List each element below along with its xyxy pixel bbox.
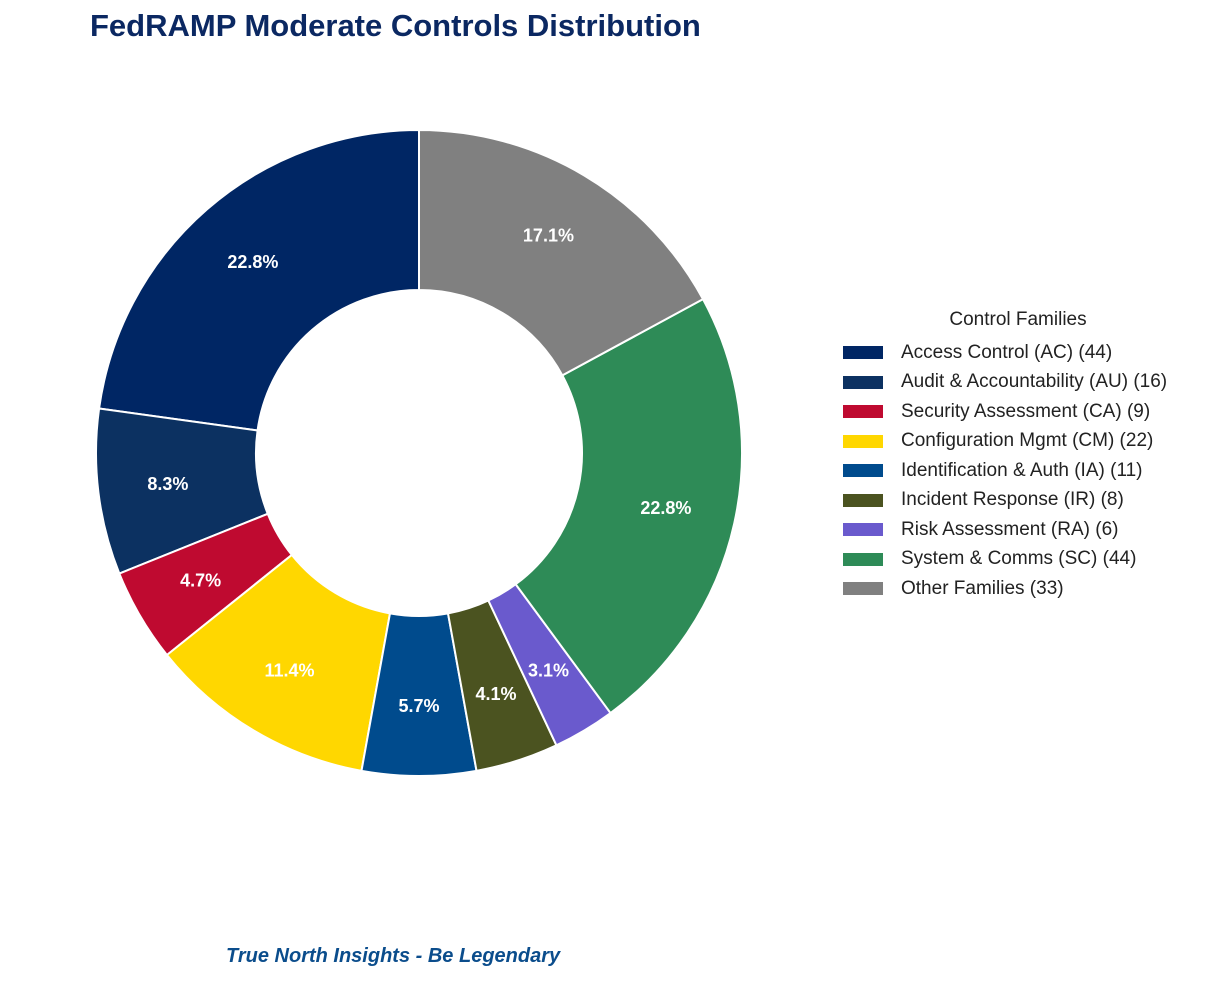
slice-percent-label: 4.7%	[180, 571, 221, 591]
donut-slice	[514, 297, 743, 715]
slice-percent-label: 5.7%	[398, 696, 439, 716]
donut-slice	[165, 553, 392, 772]
legend-label: Other Families (33)	[901, 577, 1064, 599]
legend-label: Identification & Auth (IA) (11)	[901, 459, 1143, 481]
legend-items: Access Control (AC) (44) Audit & Accounta…	[843, 338, 1213, 604]
legend-label: Access Control (AC) (44)	[901, 341, 1113, 363]
legend-item: Configuration Mgmt (CM) (22)	[843, 427, 1213, 457]
legend-label: Risk Assessment (RA) (6)	[901, 518, 1119, 540]
footer-tagline: True North Insights - Be Legendary	[226, 945, 561, 967]
legend-label: Incident Response (IR) (8)	[901, 489, 1124, 511]
legend-title: Control Families	[949, 309, 1087, 330]
legend-swatch	[843, 405, 883, 419]
slice-percent-label: 11.4%	[265, 660, 315, 680]
slice-percent-label: 4.1%	[475, 684, 516, 704]
donut-slice	[418, 128, 705, 377]
legend-swatch	[843, 434, 883, 448]
legend-label: Security Assessment (CA) (9)	[901, 400, 1151, 422]
legend-swatch	[843, 346, 883, 360]
legend-item: Incident Response (IR) (8)	[843, 486, 1213, 516]
legend-swatch	[843, 552, 883, 566]
donut-chart: 22.8% 8.3% 4.7% 11.4% 5.7% 4.1% 3.1% 22.8% 17.1%	[95, 128, 743, 777]
slice-percent-label: 17.1%	[523, 226, 574, 246]
legend-swatch	[843, 523, 883, 537]
legend-item: Access Control (AC) (44)	[843, 338, 1213, 368]
legend-swatch	[843, 582, 883, 596]
legend-item: Other Families (33)	[843, 574, 1213, 604]
legend-item: System & Comms (SC) (44)	[843, 545, 1213, 575]
slice-percent-label: 22.8%	[227, 252, 278, 272]
donut-slice	[97, 128, 420, 432]
slice-percent-label: 3.1%	[528, 660, 569, 680]
legend-label: System & Comms (SC) (44)	[901, 548, 1137, 570]
slice-percent-label: 22.8%	[640, 498, 691, 518]
legend-item: Audit & Accountability (AU) (16)	[843, 368, 1213, 398]
legend-swatch	[843, 464, 883, 478]
legend-item: Security Assessment (CA) (9)	[843, 397, 1213, 427]
legend-swatch	[843, 493, 883, 507]
legend-label: Configuration Mgmt (CM) (22)	[901, 430, 1154, 452]
legend-swatch	[843, 375, 883, 389]
legend: Control Families Access Control (AC) (44…	[843, 309, 1213, 604]
legend-item: Identification & Auth (IA) (11)	[843, 456, 1213, 486]
slice-percent-label: 8.3%	[147, 474, 188, 494]
legend-label: Audit & Accountability (AU) (16)	[901, 371, 1168, 393]
legend-item: Risk Assessment (RA) (6)	[843, 515, 1213, 545]
chart-title: FedRAMP Moderate Controls Distribution	[90, 8, 701, 43]
